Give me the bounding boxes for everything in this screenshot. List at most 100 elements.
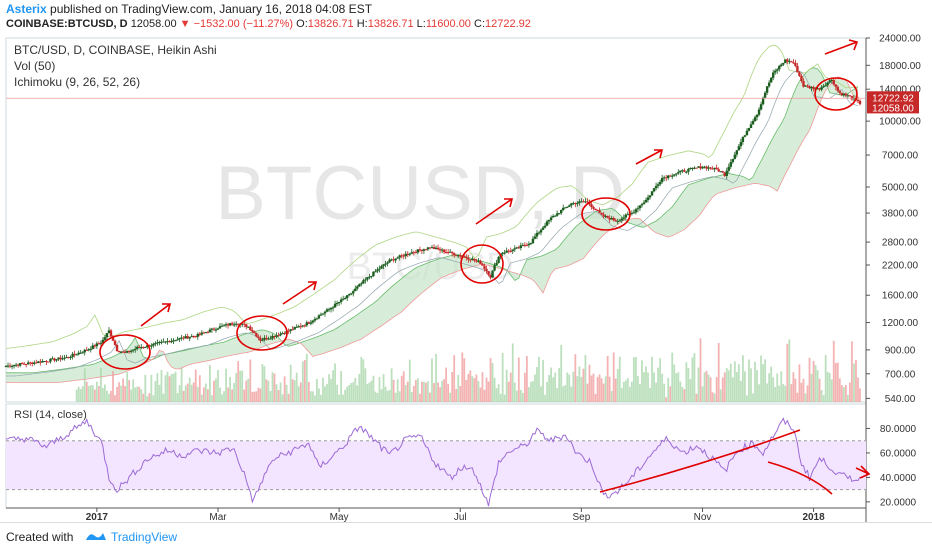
candle-body <box>436 247 440 250</box>
candle-body <box>792 62 795 64</box>
candle-body <box>158 342 161 344</box>
volume-bar <box>271 372 274 402</box>
candle-body <box>788 61 791 63</box>
candle-body <box>465 256 468 259</box>
volume-bar <box>552 377 555 402</box>
candle-body <box>776 69 779 71</box>
author-name[interactable]: Asterix <box>6 2 47 16</box>
volume-bar <box>174 371 177 402</box>
volume-bar <box>560 344 563 402</box>
candle-body <box>616 221 619 223</box>
volume-bar <box>245 380 248 402</box>
candle-body <box>87 349 90 351</box>
volume-bar <box>598 374 601 402</box>
price-tick-label: 10000.00 <box>879 117 921 128</box>
volume-bar <box>435 353 437 402</box>
volume-bar <box>475 374 478 402</box>
volume-bar <box>701 386 704 402</box>
volume-bar <box>790 384 793 402</box>
candle-body <box>253 331 256 334</box>
candle-body <box>10 365 14 367</box>
candle-body <box>8 365 12 367</box>
annotation-arrow-1 <box>140 303 172 327</box>
candle-body <box>481 263 484 266</box>
candle-body <box>745 130 749 136</box>
rsi-tick-label: 40.0000 <box>880 473 917 484</box>
annotation-circle-1 <box>99 334 151 370</box>
candle-body <box>297 326 300 328</box>
candle-body <box>586 201 589 203</box>
volume-bar <box>683 389 686 402</box>
annotation-circle-2 <box>236 315 288 351</box>
footer: Created with TradingView <box>0 522 932 551</box>
candle-body <box>434 247 438 249</box>
candle-body <box>753 117 757 121</box>
volume-bar <box>281 394 284 402</box>
candle-body <box>442 249 446 253</box>
candle-body <box>182 337 185 339</box>
candle-body <box>295 326 298 328</box>
annotation-circle-3 <box>460 244 504 284</box>
price-tick-label: 7000.00 <box>882 151 919 162</box>
candle-body <box>269 338 272 340</box>
volume-bar <box>102 387 104 402</box>
volume-bar <box>97 386 100 402</box>
volume-bar <box>406 381 409 402</box>
volume-bar <box>144 374 147 402</box>
candle-body <box>747 127 751 131</box>
candle-body <box>146 345 149 347</box>
volume-bar <box>227 387 229 402</box>
candle-body <box>382 264 385 267</box>
volume-bar <box>439 387 441 402</box>
tradingview-brand[interactable]: TradingView <box>111 530 178 544</box>
volume-bar <box>788 339 791 402</box>
candle-body <box>562 207 565 211</box>
candle-body <box>675 173 678 175</box>
candle-body <box>723 172 726 176</box>
candle-body <box>517 247 521 249</box>
candle-body <box>176 339 179 341</box>
price-change: −1532.00 (−11.27%) <box>193 18 294 30</box>
candle-body <box>212 328 216 330</box>
candle-body <box>515 247 518 249</box>
candle-body <box>769 77 773 83</box>
volume-bar <box>600 378 603 402</box>
chart-canvas[interactable]: BTCUSD, D BTC/USD 24000.0018000.0014000.… <box>0 34 932 522</box>
candle-body <box>594 208 597 210</box>
volume-bar <box>540 386 542 402</box>
candle-body <box>501 252 504 254</box>
candle-body <box>735 150 739 155</box>
candle-body <box>800 75 803 81</box>
time-tick-label: Jul <box>454 512 467 522</box>
volume-bar <box>804 393 807 402</box>
candle-body <box>402 255 405 257</box>
candle-body <box>81 352 84 354</box>
volume-bar <box>507 381 510 402</box>
candle-body <box>491 270 494 278</box>
candle-body <box>97 343 101 345</box>
volume-bar <box>770 366 773 402</box>
volume-bar <box>794 378 797 402</box>
candle-body <box>519 245 523 249</box>
volume-bar <box>136 386 139 402</box>
candle-body <box>378 268 381 270</box>
volume-bar <box>849 382 851 402</box>
candle-body <box>414 252 418 254</box>
candle-body <box>150 345 153 347</box>
candle-body <box>673 174 676 176</box>
volume-bar <box>382 374 385 402</box>
volume-bar <box>120 385 122 402</box>
volume-bar <box>437 382 439 402</box>
candle-body <box>140 347 143 349</box>
candle-body <box>226 324 230 326</box>
price-label-close-bg <box>867 91 919 104</box>
volume-bar <box>423 381 425 402</box>
candle-body <box>765 86 769 93</box>
volume-bar <box>756 370 758 402</box>
candle-body <box>531 238 535 244</box>
candle-body <box>125 350 129 353</box>
tradingview-logo-icon[interactable] <box>84 528 108 544</box>
volume-bar <box>291 379 294 402</box>
candle-body <box>784 59 787 64</box>
candle-body <box>350 293 353 295</box>
